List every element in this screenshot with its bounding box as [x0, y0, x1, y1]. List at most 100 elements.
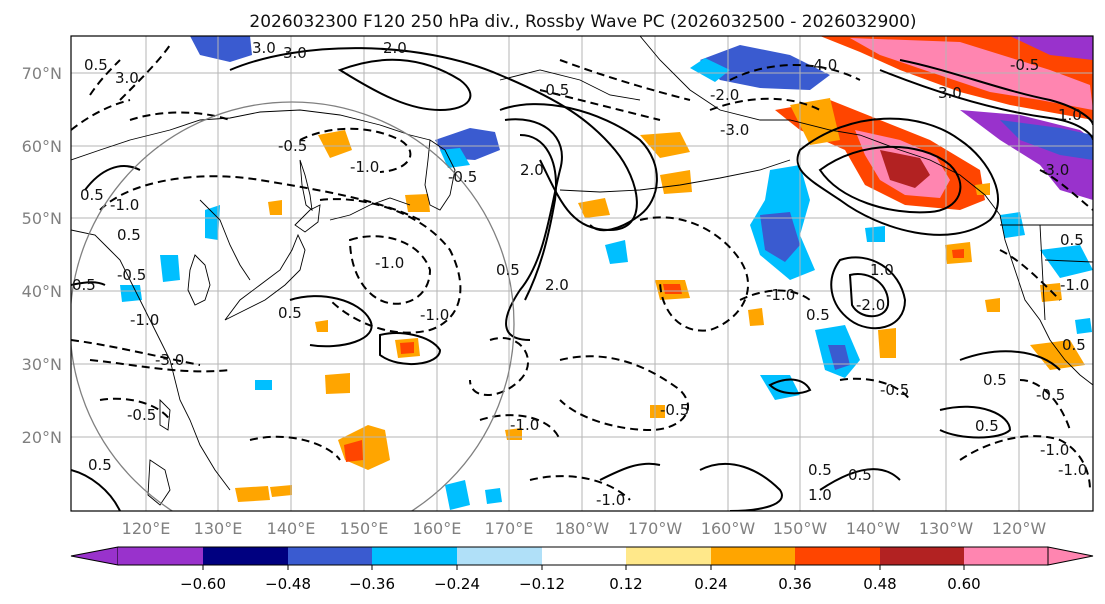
colorbar-bin	[880, 547, 964, 565]
lat-label: 70°N	[22, 64, 62, 83]
contour-label: 3.0	[252, 39, 276, 57]
shade-negative-ec-3	[865, 226, 885, 242]
colorbar-extend-max	[1047, 546, 1094, 566]
coast-taiwan-philippines	[147, 398, 171, 506]
contour-labels: 3.0 2.0 3.0 3.0 0.5 -0.5 -1.0 -0.5 0.5 -…	[72, 39, 1089, 509]
contour-pos-11	[879, 69, 1093, 141]
contour-label: 0.5	[848, 466, 872, 484]
contour-neg-5	[89, 59, 121, 96]
colorbar-tick-label: 0.48	[863, 575, 896, 593]
shade-negative-south-2	[445, 480, 470, 510]
contour-pos-13	[379, 332, 442, 366]
colorbar-tick-labels: −0.60 −0.48 −0.36 −0.24 −0.12 0.12 0.24 …	[180, 575, 981, 593]
shade-positive-pac-2	[578, 198, 610, 218]
gridlines	[71, 36, 1093, 511]
shade-negative-japan-sea	[205, 205, 220, 240]
contour-pos-2	[337, 58, 472, 112]
contour-neg-11	[539, 89, 661, 121]
colorbar-tick-label: −0.36	[349, 575, 395, 593]
shade-positive-ec-3	[985, 298, 1000, 312]
colorbar-tick-label: −0.60	[180, 575, 226, 593]
contour-label: 0.5	[1062, 336, 1086, 354]
shade-negative-small-2	[485, 488, 502, 504]
lat-label: 50°N	[22, 209, 62, 228]
contour-pos-14	[599, 462, 661, 481]
contour-neg-10	[559, 59, 691, 101]
contour-label: -1.0	[1040, 441, 1069, 459]
map-frame	[70, 35, 1094, 512]
contour-pos-4	[504, 118, 563, 341]
contour-label: -0.5	[127, 406, 156, 424]
contour-neg-19	[249, 435, 341, 461]
shade-positive-ec-1-core	[952, 249, 964, 258]
contour-pos-8	[796, 117, 1000, 236]
contour-label: 0.5	[80, 186, 104, 204]
contour-label: -0.5	[660, 401, 689, 419]
contour-label: -3.0	[155, 351, 184, 369]
contour-neg-20	[529, 475, 631, 501]
colorbar-bin	[118, 547, 203, 565]
coast-japan	[224, 204, 321, 321]
coastlines	[71, 36, 1093, 506]
contour-label: -3.0	[1040, 161, 1069, 179]
contour-pos-15	[699, 462, 783, 511]
colorbar-bin	[288, 547, 372, 565]
contour-label: -1.0	[375, 254, 404, 272]
contour-neg-4	[299, 127, 412, 173]
contour-neg-6	[119, 44, 171, 101]
contour-pos-17	[959, 350, 1061, 371]
coast-aleutians	[559, 159, 791, 193]
contour-label: 0.5	[983, 371, 1007, 389]
contour-label: -1.0	[420, 306, 449, 324]
contour-pos-7	[848, 273, 890, 318]
contour-pos-12	[289, 295, 373, 348]
contour-label: 0.5	[278, 304, 302, 322]
contour-label: 0.5	[117, 226, 141, 244]
coast-korea	[187, 254, 211, 306]
shade-negative-small-1	[605, 240, 628, 264]
lon-label: 160°E	[413, 519, 462, 538]
shade-positive-wp-3	[235, 486, 270, 502]
coast-north-america	[999, 214, 1093, 386]
lat-label: 20°N	[22, 428, 62, 447]
coast-us-borders	[1000, 224, 1093, 321]
shade-negative-w-2	[120, 285, 142, 302]
lat-label: 60°N	[22, 137, 62, 156]
shade-positive-pac-3	[660, 170, 692, 194]
shade-negative-arctic-blue	[1000, 120, 1093, 160]
coast-kurils	[329, 197, 411, 221]
contour-label: 1.0	[1058, 106, 1082, 124]
shade-positive-kuroshio-core	[400, 342, 414, 354]
shade-negative-bering-light	[690, 58, 730, 82]
contour-pos-9	[818, 145, 962, 214]
lon-label: 130°W	[919, 519, 974, 538]
coast-bering-land	[499, 69, 641, 101]
coast-alaska	[639, 36, 1001, 216]
contour-pos-22	[768, 378, 812, 395]
shade-negative-small-3	[255, 380, 272, 390]
contour-label: 0.5	[1060, 231, 1084, 249]
colorbar-tick-label: −0.12	[519, 575, 565, 593]
contour-neg-14	[639, 216, 750, 332]
shade-positive-wp-1	[325, 373, 350, 394]
shade-positive-mid-1b	[663, 284, 682, 294]
shade-negative-central-darkblue	[760, 212, 800, 262]
contour-label: -0.5	[448, 168, 477, 186]
contour-neg-18	[479, 414, 561, 441]
shade-negative-top-purple	[1010, 36, 1093, 60]
colorbar-tick-label: 0.60	[947, 575, 980, 593]
shade-positive-jp-2	[315, 320, 328, 332]
contour-neg-22	[959, 435, 1091, 491]
shade-positive-ec-4	[1030, 340, 1085, 370]
lon-label: 120°W	[992, 519, 1047, 538]
contour-label: -1.0	[510, 416, 539, 434]
contour-label: -0.5	[117, 266, 146, 284]
contour-label: 1.0	[870, 261, 894, 279]
lon-label: 130°E	[194, 519, 243, 538]
contour-label: -0.5	[278, 137, 307, 155]
colorbar-bin	[457, 547, 542, 565]
colorbar-tick-label: 0.12	[609, 575, 642, 593]
shade-positive-s-1	[650, 405, 665, 418]
contour-label: -3.0	[720, 121, 749, 139]
